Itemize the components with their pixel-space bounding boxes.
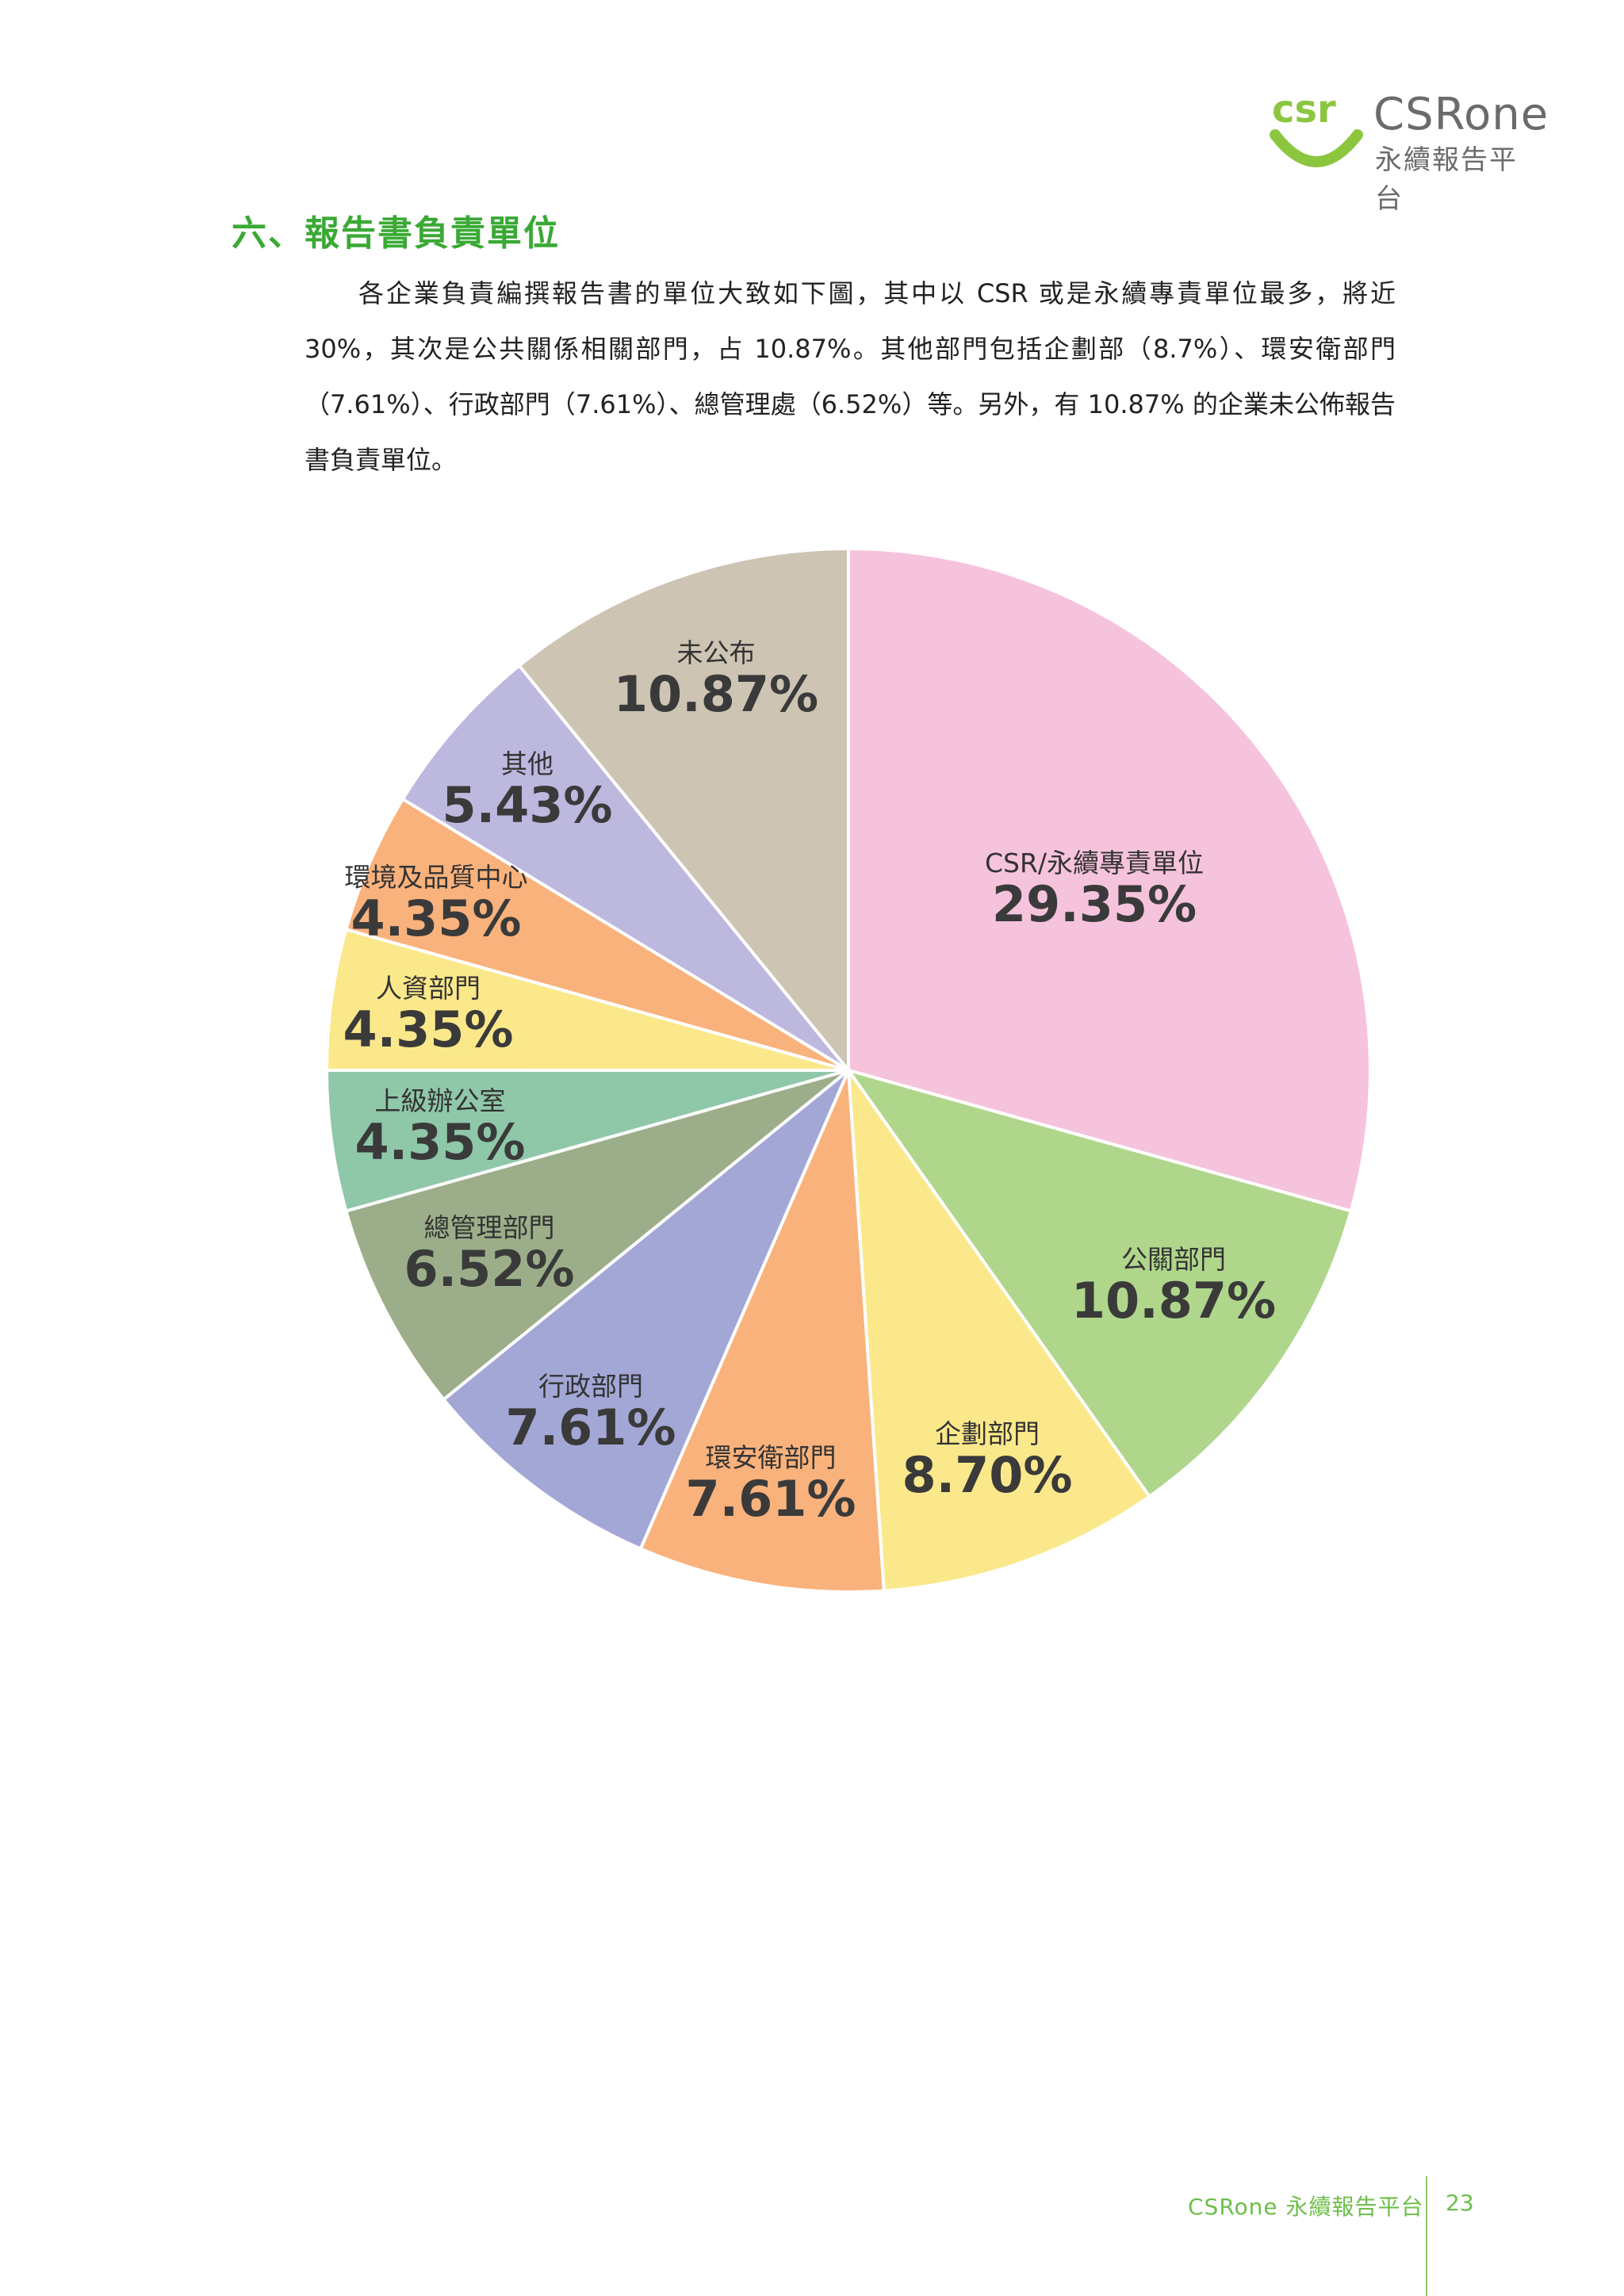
pie-slice	[441, 1069, 850, 1552]
pie-slice	[846, 1065, 1152, 1593]
section-paragraph: 各企業負責編撰報告書的單位大致如下圖，其中以 CSR 或是永續專責單位最多，將近…	[304, 278, 1396, 475]
pie-slice	[516, 546, 850, 1075]
pie-slice	[847, 546, 1372, 1213]
footer-brand: CSRone 永續報告平台	[1188, 2194, 1424, 2220]
csr-smile-logo-icon: csr	[1270, 87, 1363, 167]
pie-slice	[845, 1067, 1354, 1499]
pie-slice	[638, 1070, 886, 1594]
pie-slice	[324, 1068, 849, 1213]
pie-slice	[400, 663, 850, 1072]
svg-text:csr: csr	[1272, 87, 1336, 132]
footer-divider	[1426, 2176, 1427, 2296]
section-heading: 六、報告書負責單位	[232, 213, 560, 254]
pie-slice	[343, 1069, 850, 1402]
pie-slice	[343, 797, 850, 1072]
page-number: 23	[1446, 2190, 1474, 2216]
csrone-logo: csr CSRone 永續報告平台	[1269, 86, 1548, 215]
logo-subtitle: 永續報告平台	[1375, 144, 1518, 215]
logo-name: CSRone	[1373, 89, 1549, 140]
